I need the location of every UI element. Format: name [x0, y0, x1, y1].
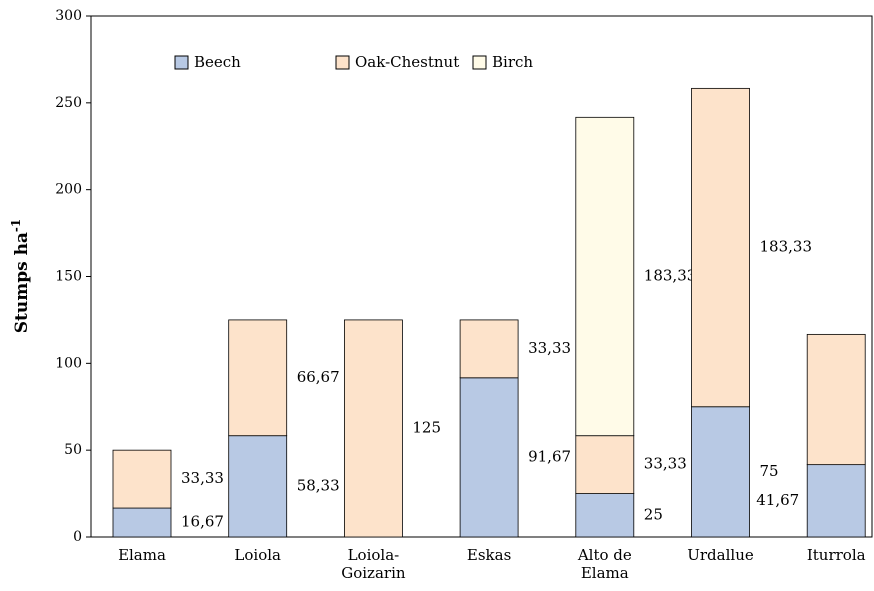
x-tick-label-line: Iturrola — [807, 546, 866, 564]
x-tick-label-line: Elama — [581, 564, 629, 582]
legend-label: Oak-Chestnut — [355, 53, 459, 71]
value-label: 41,67 — [756, 491, 799, 509]
value-label: 125 — [412, 418, 441, 436]
bar-segment — [691, 406, 750, 538]
bar-segment — [343, 319, 403, 538]
value-label: 25 — [644, 505, 663, 523]
x-tick-label: Eskas — [467, 546, 511, 564]
y-tick-label: 200 — [55, 182, 82, 198]
y-tick-label: 300 — [55, 8, 82, 24]
bar-segment — [806, 333, 866, 466]
value-label: 66,67 — [297, 368, 340, 386]
bar-segment — [575, 435, 635, 494]
x-tick-label-line: Alto de — [577, 546, 632, 564]
legend-swatch — [335, 55, 350, 70]
value-label: 33,33 — [528, 339, 571, 357]
x-tick-label: Iturrola — [807, 546, 866, 564]
bar-segment — [575, 493, 635, 538]
x-tick-label-line: Loiola — [234, 546, 281, 564]
y-tick-label: 250 — [55, 95, 82, 111]
x-tick-label-line: Eskas — [467, 546, 511, 564]
y-axis-title-superscript: -1 — [9, 219, 23, 232]
y-axis-title-text: Stumps ha — [12, 232, 32, 333]
x-tick-label: Loiola — [234, 546, 281, 564]
value-label: 183,33 — [644, 267, 697, 285]
x-tick-label: Elama — [118, 546, 166, 564]
x-tick-label-line: Elama — [118, 546, 166, 564]
x-tick-label-line: Goizarin — [341, 564, 406, 582]
x-tick-label: Loiola-Goizarin — [341, 546, 406, 582]
x-tick-label: Alto de Elama — [577, 546, 632, 582]
value-label: 58,33 — [297, 476, 340, 494]
bar-segment — [806, 464, 866, 538]
x-tick-label-line: Urdallue — [687, 546, 754, 564]
bar-segment — [228, 435, 288, 538]
bar-segment — [691, 87, 750, 408]
value-label: 33,33 — [181, 469, 224, 487]
x-tick-label: Urdallue — [687, 546, 754, 564]
bar-segment — [459, 377, 519, 538]
bar-segment — [112, 449, 172, 509]
legend-label: Birch — [492, 53, 533, 71]
value-label: 91,67 — [528, 447, 571, 465]
value-label: 75 — [760, 462, 779, 480]
bar-segment — [575, 116, 635, 437]
legend-swatch — [174, 55, 189, 70]
legend-swatch — [472, 55, 487, 70]
y-tick-label: 150 — [55, 269, 82, 285]
y-tick-label: 100 — [55, 355, 82, 371]
bar-segment — [459, 319, 519, 379]
bar-segment — [112, 507, 172, 538]
y-tick-label: 50 — [64, 442, 82, 458]
y-tick-label: 0 — [73, 529, 82, 545]
x-tick-label-line: Loiola- — [348, 546, 400, 564]
value-label: 16,67 — [181, 513, 224, 531]
value-label: 33,33 — [644, 455, 687, 473]
y-axis-title: Stumps ha-1 — [9, 219, 32, 334]
legend-label: Beech — [194, 53, 241, 71]
value-label: 183,33 — [760, 238, 813, 256]
bar-segment — [228, 319, 288, 437]
